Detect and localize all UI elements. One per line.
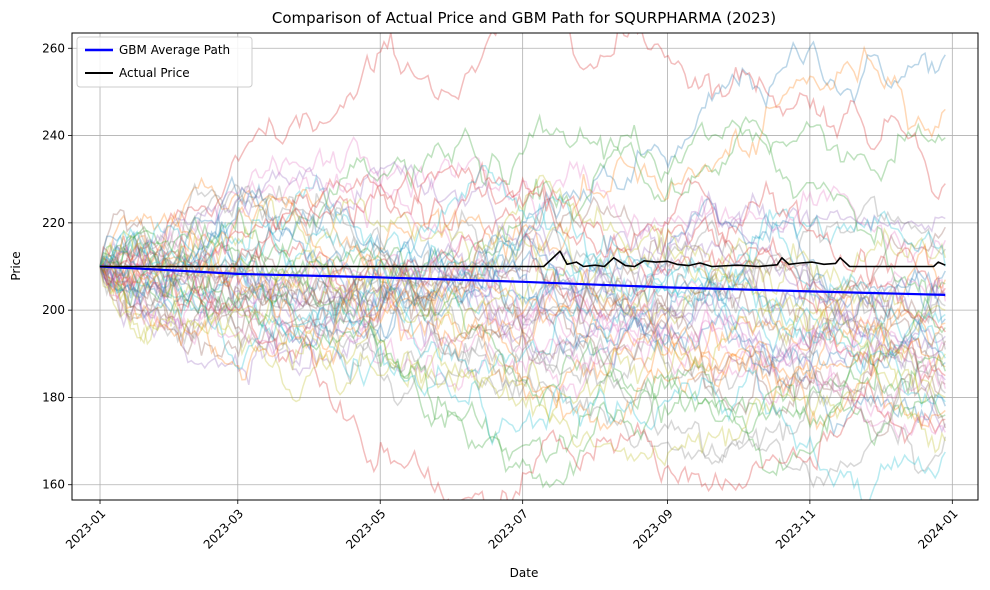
- legend: GBM Average Path Actual Price: [76, 36, 253, 88]
- simulated-path-34: [99, 161, 946, 385]
- simulated-path-10: [99, 208, 947, 348]
- simulated-path-36: [99, 262, 946, 417]
- simulated-path-8: [99, 194, 946, 330]
- plot-area: [71, 32, 979, 501]
- simulated-path-3: [99, 119, 946, 315]
- y-tick-label: 220: [42, 216, 65, 230]
- simulated-paths: [99, 33, 947, 500]
- simulated-path-40: [99, 165, 946, 409]
- y-tick-label: 260: [42, 41, 65, 55]
- series-line-actual-price: [100, 250, 946, 268]
- simulated-path-50: [99, 227, 946, 500]
- simulated-path-33: [99, 246, 947, 477]
- simulated-path-32: [99, 255, 946, 401]
- simulated-path-41: [99, 182, 946, 438]
- simulated-path-43: [99, 234, 946, 489]
- simulated-path-16: [99, 257, 946, 358]
- y-tick-label: 160: [42, 478, 65, 492]
- simulated-path-28: [99, 249, 947, 464]
- simulated-path-42: [99, 256, 946, 428]
- x-axis-label: Date: [510, 566, 539, 580]
- simulated-path-37: [99, 253, 947, 389]
- simulated-path-44: [99, 242, 946, 500]
- simulated-path-39: [99, 224, 946, 399]
- simulated-path-21: [99, 250, 946, 369]
- legend-label-actual-price: Actual Price: [119, 66, 190, 80]
- simulated-path-7: [99, 136, 946, 294]
- simulated-path-17: [99, 260, 947, 401]
- simulated-path-6: [99, 195, 946, 357]
- y-axis-ticks: 160 180 200 220 240 260: [42, 41, 72, 492]
- series-line-gbm-average-path: [99, 265, 946, 296]
- simulated-path-9: [99, 196, 947, 345]
- simulated-path-1: [99, 40, 946, 309]
- simulated-path-15: [99, 243, 946, 370]
- y-tick-label: 240: [42, 129, 65, 143]
- simulated-path-38: [99, 254, 946, 399]
- simulated-path-14: [99, 206, 946, 323]
- simulated-path-4: [99, 33, 946, 286]
- chart-title: Comparison of Actual Price and GBM Path …: [272, 9, 776, 27]
- plot-frame: [71, 32, 979, 501]
- simulated-path-26: [99, 208, 947, 358]
- main-series: [99, 250, 946, 296]
- simulated-path-20: [99, 173, 946, 359]
- simulated-path-48: [99, 182, 947, 489]
- legend-box: [76, 36, 253, 88]
- simulated-path-45: [99, 160, 946, 434]
- simulated-path-5: [99, 191, 946, 377]
- simulated-path-27: [99, 173, 946, 418]
- simulated-path-24: [99, 164, 946, 333]
- simulated-path-19: [99, 174, 946, 339]
- simulated-path-47: [99, 254, 946, 440]
- simulated-path-46: [99, 244, 947, 437]
- simulated-path-30: [99, 221, 946, 375]
- simulated-path-11: [99, 197, 946, 351]
- simulated-path-22: [99, 227, 946, 432]
- y-tick-label: 200: [42, 303, 65, 317]
- simulated-path-12: [99, 195, 946, 431]
- simulated-path-2: [99, 45, 946, 268]
- simulated-path-29: [99, 266, 946, 423]
- y-axis-label: Price: [9, 251, 23, 280]
- simulated-path-13: [99, 113, 946, 304]
- simulated-path-18: [99, 219, 946, 355]
- legend-label-gbm-average-path: GBM Average Path: [119, 43, 230, 57]
- y-tick-label: 180: [42, 390, 65, 404]
- simulated-path-31: [99, 175, 946, 390]
- simulated-path-49: [99, 229, 946, 467]
